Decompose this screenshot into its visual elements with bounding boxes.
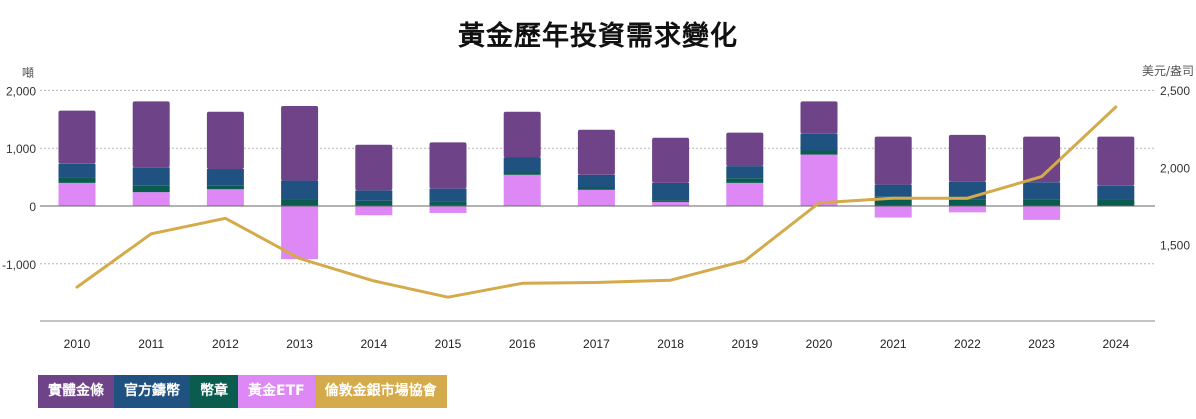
bar-2011-官方鑄幣 (132, 167, 170, 186)
bar-2020-黃金ETF (800, 154, 838, 206)
bar-2019-黃金ETF (726, 182, 764, 206)
bar-2019-官方鑄幣 (726, 166, 764, 179)
bar-2018-黃金ETF (652, 201, 690, 206)
left-tick-label: 2,000 (6, 84, 36, 98)
bar-2014-黃金ETF (355, 206, 393, 216)
legend-item: 幣章 (190, 375, 238, 408)
bar-2014-官方鑄幣 (355, 190, 393, 201)
bar-2017-實體金條 (577, 129, 615, 175)
legend-item: 官方鑄幣 (114, 375, 190, 408)
bar-2023-黃金ETF (1023, 206, 1061, 220)
bar-2011-實體金條 (132, 101, 170, 168)
x-tick-label: 2019 (731, 337, 758, 351)
bar-2018-官方鑄幣 (652, 182, 690, 201)
axis-labels: 2,000 1,000 0 -1,000 2,500 2,000 1,500 噸 美元/盎司 20… (2, 64, 1194, 351)
bar-2022-實體金條 (948, 134, 986, 182)
bar-2017-官方鑄幣 (577, 174, 615, 188)
bar-2022-幣章 (948, 199, 986, 206)
x-tick-label: 2020 (806, 337, 833, 351)
bar-2023-幣章 (1023, 199, 1061, 206)
right-tick-label: 1,500 (1160, 239, 1190, 253)
bar-2013-幣章 (281, 199, 319, 206)
bar-2022-黃金ETF (948, 206, 986, 213)
bar-2012-黃金ETF (206, 189, 244, 206)
x-tick-label: 2015 (435, 337, 462, 351)
bar-2015-官方鑄幣 (429, 188, 467, 202)
left-tick-label: 1,000 (6, 142, 36, 156)
bar-2013-實體金條 (281, 106, 319, 181)
bar-2016-實體金條 (503, 111, 541, 158)
bar-2015-黃金ETF (429, 206, 467, 213)
bar-2012-幣章 (206, 185, 244, 190)
bar-2023-官方鑄幣 (1023, 182, 1061, 200)
x-tick-label: 2010 (64, 337, 91, 351)
bar-2016-黃金ETF (503, 174, 541, 206)
bar-series (58, 101, 1135, 260)
bar-2010-黃金ETF (58, 182, 96, 206)
x-tick-label: 2023 (1028, 337, 1055, 351)
right-tick-label: 2,000 (1160, 161, 1190, 175)
bar-2021-黃金ETF (874, 206, 912, 218)
left-tick-label: 0 (29, 200, 36, 214)
bar-2017-幣章 (577, 187, 615, 190)
x-tick-label: 2018 (657, 337, 684, 351)
bar-2021-實體金條 (874, 136, 912, 185)
bar-2017-黃金ETF (577, 189, 615, 206)
x-tick-label: 2016 (509, 337, 536, 351)
x-tick-label: 2013 (286, 337, 313, 351)
chart-title: 黃金歷年投資需求變化 (458, 21, 738, 52)
bar-2024-幣章 (1097, 199, 1135, 206)
bar-2011-黃金ETF (132, 192, 170, 206)
bar-2020-實體金條 (800, 101, 838, 134)
bar-2023-實體金條 (1023, 136, 1061, 183)
bar-2015-實體金條 (429, 142, 467, 189)
chart-canvas: 2,000 1,000 0 -1,000 2,500 2,000 1,500 噸 美元/盎司 20… (2, 64, 1194, 351)
bar-2011-幣章 (132, 185, 170, 193)
bar-2010-官方鑄幣 (58, 163, 96, 178)
bar-2020-幣章 (800, 150, 838, 155)
bar-2013-官方鑄幣 (281, 180, 319, 200)
x-tick-label: 2024 (1102, 337, 1129, 351)
bar-2016-幣章 (503, 172, 541, 175)
bar-2021-官方鑄幣 (874, 184, 912, 197)
bar-2016-官方鑄幣 (503, 157, 541, 173)
right-axis-unit: 美元/盎司 (1142, 64, 1194, 78)
bar-2018-實體金條 (652, 137, 690, 183)
bar-2015-幣章 (429, 201, 467, 206)
bar-2012-官方鑄幣 (206, 169, 244, 186)
x-tick-label: 2017 (583, 337, 610, 351)
bar-2014-幣章 (355, 200, 393, 206)
x-tick-label: 2021 (880, 337, 907, 351)
x-tick-label: 2014 (360, 337, 387, 351)
bar-2019-幣章 (726, 178, 764, 183)
line-series (75, 105, 1118, 299)
bar-2010-幣章 (58, 177, 96, 183)
bar-2018-幣章 (652, 200, 690, 202)
bar-2024-官方鑄幣 (1097, 185, 1135, 200)
bar-2014-實體金條 (355, 144, 393, 191)
x-tick-label: 2022 (954, 337, 981, 351)
legend-item: 黃金ETF (238, 375, 315, 408)
legend-item: 實體金條 (38, 375, 114, 408)
bar-2021-幣章 (874, 196, 912, 206)
legend-item: 倫敦金銀市場協會 (314, 375, 447, 408)
bar-2010-實體金條 (58, 110, 96, 164)
bar-2020-官方鑄幣 (800, 133, 838, 151)
right-tick-label: 2,500 (1160, 84, 1190, 98)
x-tick-label: 2011 (138, 337, 164, 351)
bar-2012-實體金條 (206, 111, 244, 170)
left-tick-label: -1,000 (2, 258, 36, 272)
bar-2019-實體金條 (726, 132, 764, 167)
left-axis-unit: 噸 (22, 66, 34, 80)
legend: 實體金條 官方鑄幣 幣章 黃金ETF 倫敦金銀市場協會 (38, 375, 447, 408)
bar-2024-實體金條 (1097, 136, 1135, 186)
axes (40, 205, 1155, 322)
x-tick-label: 2012 (212, 337, 239, 351)
line-倫敦金銀市場協會 (75, 105, 1118, 299)
